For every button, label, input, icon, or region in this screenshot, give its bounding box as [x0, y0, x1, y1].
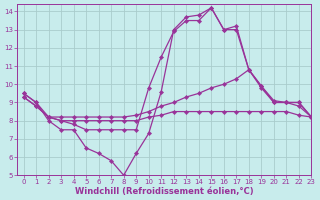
X-axis label: Windchill (Refroidissement éolien,°C): Windchill (Refroidissement éolien,°C) — [75, 187, 254, 196]
